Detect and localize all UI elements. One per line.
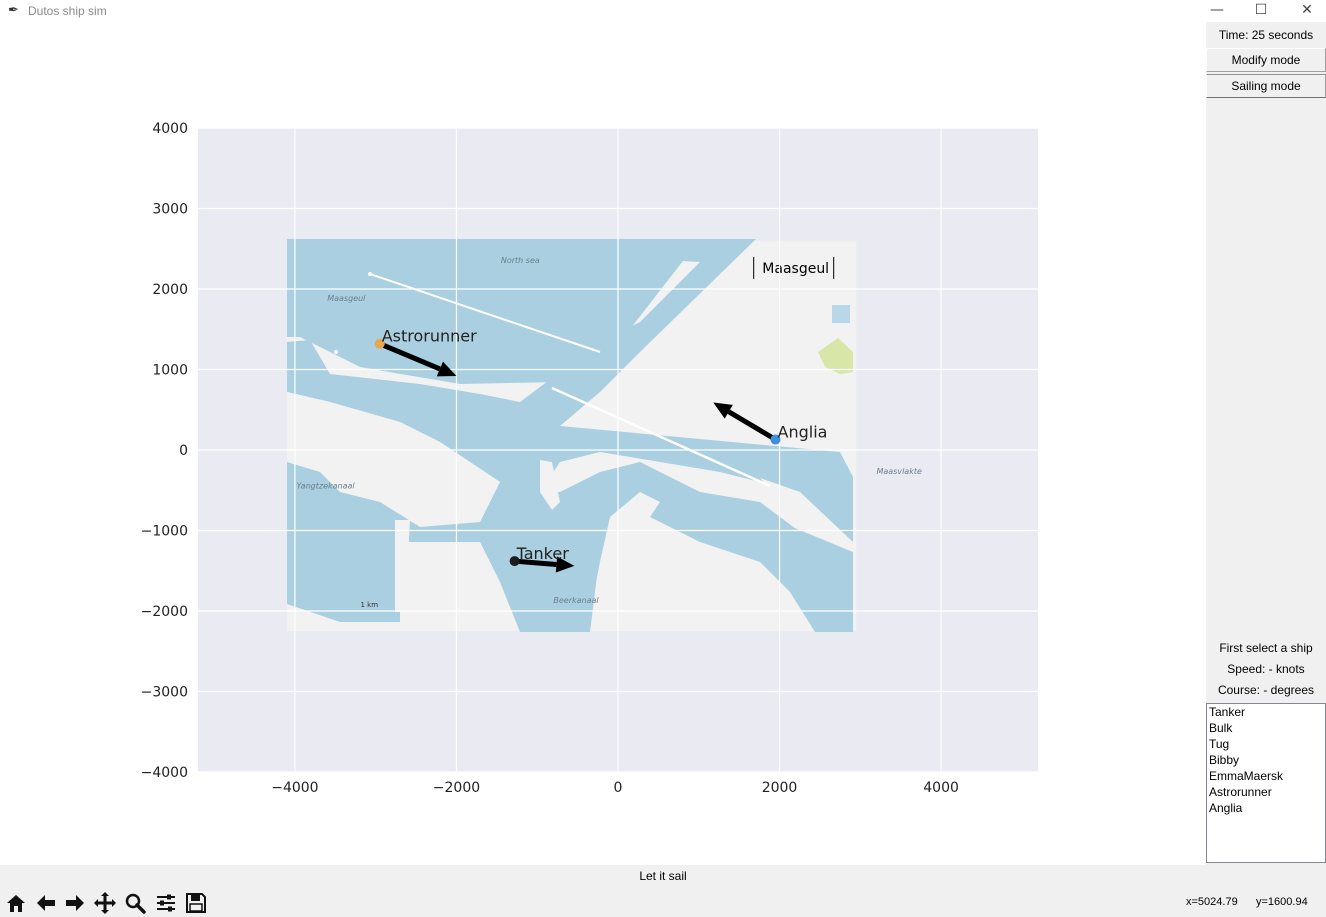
- course-label: Course: - degrees: [1217, 683, 1315, 697]
- ship-heading-arrow-shaft: [514, 558, 557, 567]
- ship-heading-arrow-shaft: [378, 341, 441, 372]
- map-land-island-1: [540, 460, 560, 510]
- tick-labels: −4000 −2000 0 2000 4000 4000 3000 2000 1000 0 −100…: [141, 121, 959, 796]
- save-icon[interactable]: [182, 889, 210, 917]
- chart-svg: North sea Maasgeul Yangtzekanaal Beerkanaal…: [141, 121, 1038, 796]
- map-label: Maasgeul: [327, 294, 366, 303]
- map-land-island-0: [287, 392, 500, 527]
- map-label: Beerkanaal: [553, 596, 599, 605]
- map-scale-label: 1 km: [360, 601, 378, 609]
- map-breakwater-north: [369, 273, 601, 353]
- ship-label: Tanker: [516, 544, 570, 563]
- map-label: North sea: [501, 256, 540, 265]
- map-land-island-2: [600, 492, 660, 562]
- ship-list-item[interactable]: Bulk: [1209, 721, 1233, 735]
- ship-heading-arrow-head: [436, 361, 457, 377]
- map-tank-area: [832, 305, 850, 323]
- map-water-0: [287, 239, 853, 542]
- minimize-button[interactable]: —: [1210, 2, 1224, 18]
- bottom-bar: Let it sail x=5024.79 y=1600.94: [0, 865, 1326, 917]
- x-tick-label: −2000: [433, 780, 480, 796]
- ship-marker-tanker[interactable]: [509, 556, 520, 567]
- feather-icon: ✒: [8, 3, 19, 18]
- map-land-island-3: [680, 562, 700, 622]
- map-water-4: [780, 522, 853, 632]
- cursor-y-readout: y=1600.94: [1256, 896, 1308, 908]
- map-buoy: [334, 350, 338, 354]
- back-arrow-icon[interactable]: [32, 889, 60, 917]
- ship-listbox[interactable]: Tanker Bulk Tug Bibby EmmaMaersk Astroru…: [1206, 703, 1326, 863]
- map-water-5: [500, 552, 600, 632]
- map-label: Yangtzekanaal: [297, 482, 356, 491]
- y-tick-label: −1000: [141, 524, 188, 540]
- map-water-2: [287, 447, 853, 632]
- status-message: Let it sail: [639, 869, 687, 883]
- ship-list-item[interactable]: Tanker: [1209, 705, 1246, 719]
- select-ship-hint: First select a ship: [1219, 641, 1313, 655]
- ship-markers: Astrorunner Anglia Tanker: [374, 327, 828, 573]
- harbour-map: North sea Maasgeul Yangtzekanaal Beerkanaal…: [286, 239, 922, 632]
- y-tick-label: 1000: [152, 363, 188, 379]
- configure-subplots-icon[interactable]: [152, 889, 180, 917]
- pan-icon[interactable]: [91, 889, 119, 917]
- map-breakwater-south: [551, 386, 771, 488]
- ship-list-item[interactable]: Anglia: [1209, 801, 1243, 815]
- map-title: Maasgeul: [762, 261, 829, 277]
- ship-marker-astrorunner[interactable]: [374, 338, 385, 349]
- y-tick-label: 2000: [152, 282, 188, 298]
- cursor-x-readout: x=5024.79: [1186, 896, 1238, 908]
- ship-heading-arrow-head: [713, 402, 733, 419]
- ship-list-item[interactable]: Tug: [1209, 737, 1230, 751]
- y-tick-label: 3000: [152, 202, 188, 218]
- x-tick-label: 2000: [762, 780, 798, 796]
- ship-label: Anglia: [778, 423, 828, 442]
- x-tick-label: 0: [614, 780, 623, 796]
- speed-label: Speed: - knots: [1227, 662, 1305, 676]
- close-button[interactable]: ✕: [1301, 2, 1313, 18]
- map-green-area: [818, 338, 853, 374]
- zoom-icon[interactable]: [121, 889, 149, 917]
- map-buoy: [368, 272, 372, 276]
- forward-arrow-icon[interactable]: [61, 889, 89, 917]
- y-tick-label: 4000: [152, 121, 188, 137]
- sailing-mode-button[interactable]: Sailing mode: [1206, 74, 1326, 98]
- ship-heading-arrow-head: [555, 556, 575, 573]
- map-land-island-5: [395, 520, 410, 612]
- window-title: Dutos ship sim: [28, 4, 107, 18]
- x-tick-label: 4000: [923, 780, 959, 796]
- grid-lines: [198, 127, 1038, 773]
- maximize-button[interactable]: ☐: [1254, 2, 1268, 18]
- ship-label: Astrorunner: [382, 327, 477, 346]
- ship-marker-anglia[interactable]: [770, 434, 781, 445]
- title-bar: ✒ Dutos ship sim — ☐ ✕: [0, 0, 1326, 22]
- plot-canvas[interactable]: North sea Maasgeul Yangtzekanaal Beerkanaal…: [0, 22, 1206, 865]
- y-tick-label: −4000: [141, 765, 188, 781]
- y-tick-label: −3000: [141, 685, 188, 701]
- sim-time-label: Time: 25 seconds: [1218, 28, 1314, 42]
- modify-mode-button[interactable]: Modify mode: [1206, 48, 1326, 72]
- y-tick-label: −2000: [141, 604, 188, 620]
- ship-list-item[interactable]: EmmaMaersk: [1209, 769, 1284, 783]
- x-tick-label: −4000: [271, 780, 318, 796]
- map-land-island-4: [760, 478, 830, 532]
- map-water-6: [287, 522, 395, 582]
- ship-heading-arrow-shaft: [727, 409, 777, 442]
- map-label: Maasvlakte: [876, 467, 922, 476]
- ship-list-item[interactable]: Bibby: [1209, 753, 1240, 767]
- ship-list-item[interactable]: Astrorunner: [1209, 785, 1272, 799]
- home-icon[interactable]: [2, 889, 30, 917]
- y-tick-label: 0: [179, 443, 188, 459]
